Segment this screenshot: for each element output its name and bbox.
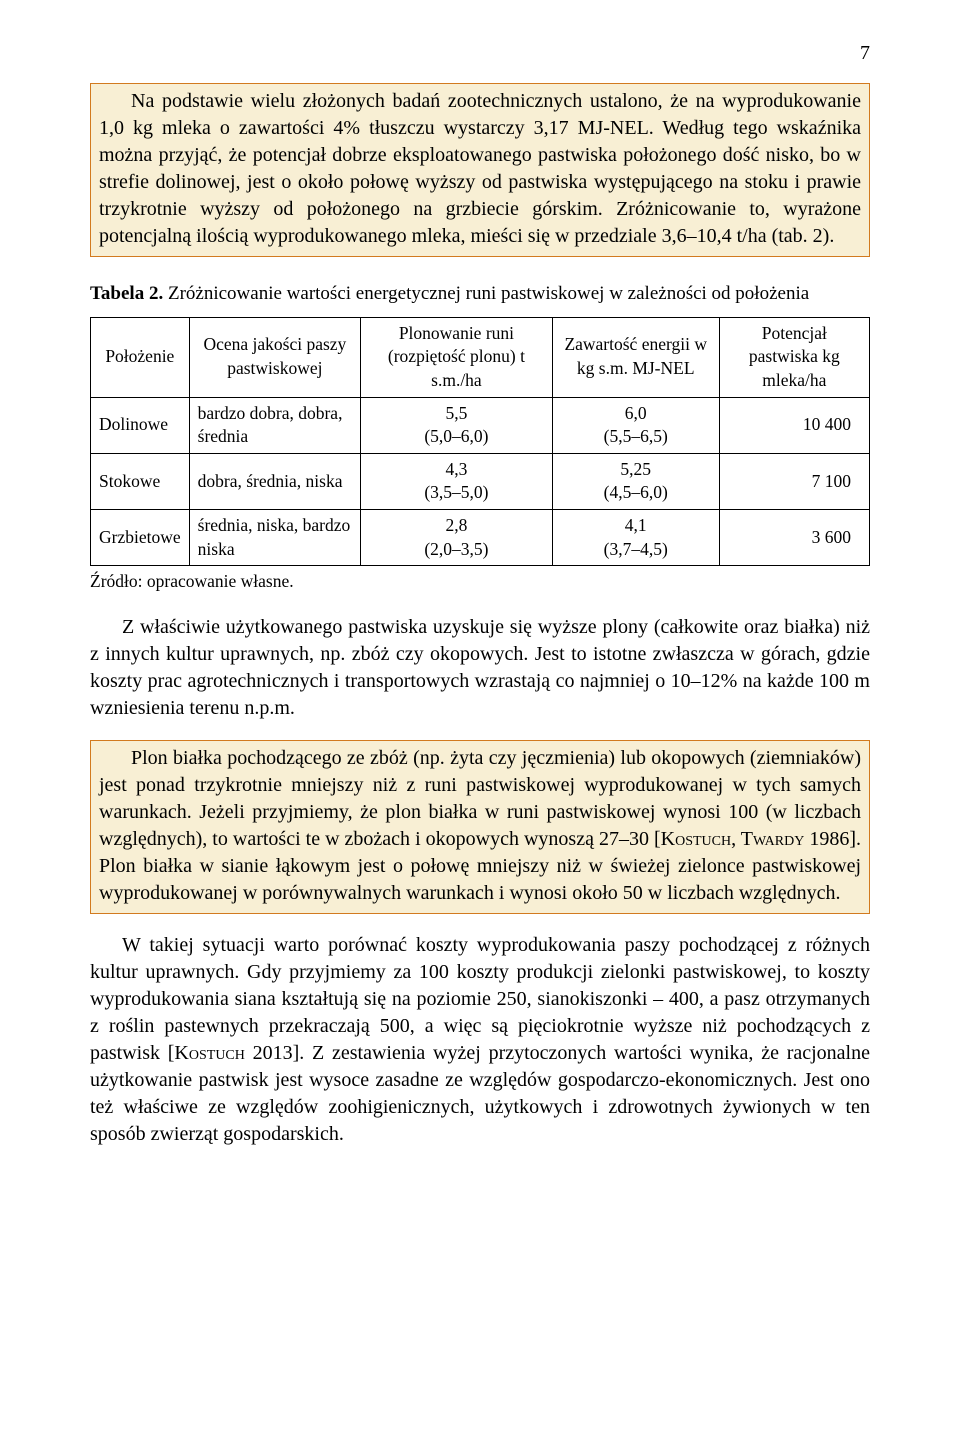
cell-energia: 6,0 (5,5–6,5): [552, 397, 719, 453]
highlight-box-1: Na podstawie wielu złożonych badań zoote…: [90, 83, 870, 257]
page-number: 7: [90, 40, 870, 67]
col-header-ocena: Ocena jakości paszy pastwiskowej: [189, 317, 360, 397]
cell-polozenie: Grzbietowe: [91, 510, 190, 566]
cell-potencjal: 10 400: [719, 397, 869, 453]
cell-plon-val: 2,8: [369, 514, 544, 538]
cell-plon-range: (3,5–5,0): [369, 481, 544, 505]
cell-energia-range: (5,5–6,5): [561, 425, 711, 449]
cell-polozenie: Stokowe: [91, 453, 190, 509]
paragraph-2: Z właściwie użytkowanego pastwiska uzysk…: [90, 614, 870, 722]
table-source: Źródło: opracowanie własne.: [90, 570, 870, 594]
box2-ref: Kostuch, Twardy: [661, 828, 805, 850]
col-header-polozenie: Położenie: [91, 317, 190, 397]
page: 7 Na podstawie wielu złożonych badań zoo…: [0, 0, 960, 1216]
cell-plon-val: 4,3: [369, 458, 544, 482]
cell-potencjal: 3 600: [719, 510, 869, 566]
cell-plon-range: (2,0–3,5): [369, 538, 544, 562]
highlight-box-2: Plon białka pochodzącego ze zbóż (np. ży…: [90, 740, 870, 914]
cell-plon-range: (5,0–6,0): [369, 425, 544, 449]
cell-energia: 4,1 (3,7–4,5): [552, 510, 719, 566]
cell-ocena: dobra, średnia, niska: [189, 453, 360, 509]
cell-energia-range: (4,5–6,0): [561, 481, 711, 505]
cell-ocena: średnia, niska, bardzo niska: [189, 510, 360, 566]
cell-plon: 5,5 (5,0–6,0): [361, 397, 553, 453]
table-title: Tabela 2. Zróżnicowanie wartości energet…: [90, 281, 870, 307]
cell-polozenie: Dolinowe: [91, 397, 190, 453]
table-row: Grzbietowe średnia, niska, bardzo niska …: [91, 510, 870, 566]
cell-plon-val: 5,5: [369, 402, 544, 426]
cell-plon: 2,8 (2,0–3,5): [361, 510, 553, 566]
cell-ocena: bardzo dobra, dobra, średnia: [189, 397, 360, 453]
cell-energia-range: (3,7–4,5): [561, 538, 711, 562]
data-table: Położenie Ocena jakości paszy pastwiskow…: [90, 317, 870, 567]
table-caption: Zróżnicowanie wartości energetycznej run…: [168, 283, 809, 304]
cell-energia: 5,25 (4,5–6,0): [552, 453, 719, 509]
table-row: Stokowe dobra, średnia, niska 4,3 (3,5–5…: [91, 453, 870, 509]
highlight-box-2-text: Plon białka pochodzącego ze zbóż (np. ży…: [99, 745, 861, 907]
col-header-plon: Plonowanie runi (rozpiętość plonu) t s.m…: [361, 317, 553, 397]
cell-plon: 4,3 (3,5–5,0): [361, 453, 553, 509]
table-header-row: Położenie Ocena jakości paszy pastwiskow…: [91, 317, 870, 397]
paragraph-3: W takiej sytuacji warto porównać koszty …: [90, 932, 870, 1148]
highlight-box-1-text: Na podstawie wielu złożonych badań zoote…: [99, 88, 861, 250]
paragraph-2-group: Z właściwie użytkowanego pastwiska uzysk…: [90, 614, 870, 722]
cell-energia-val: 6,0: [561, 402, 711, 426]
col-header-energia: Zawartość energii w kg s.m. MJ-NEL: [552, 317, 719, 397]
table-label: Tabela 2.: [90, 283, 163, 304]
table-row: Dolinowe bardzo dobra, dobra, średnia 5,…: [91, 397, 870, 453]
cell-energia-val: 4,1: [561, 514, 711, 538]
para3-ref: Kostuch: [174, 1042, 244, 1064]
cell-potencjal: 7 100: [719, 453, 869, 509]
cell-energia-val: 5,25: [561, 458, 711, 482]
col-header-potencjal: Potencjał pastwiska kg mleka/ha: [719, 317, 869, 397]
